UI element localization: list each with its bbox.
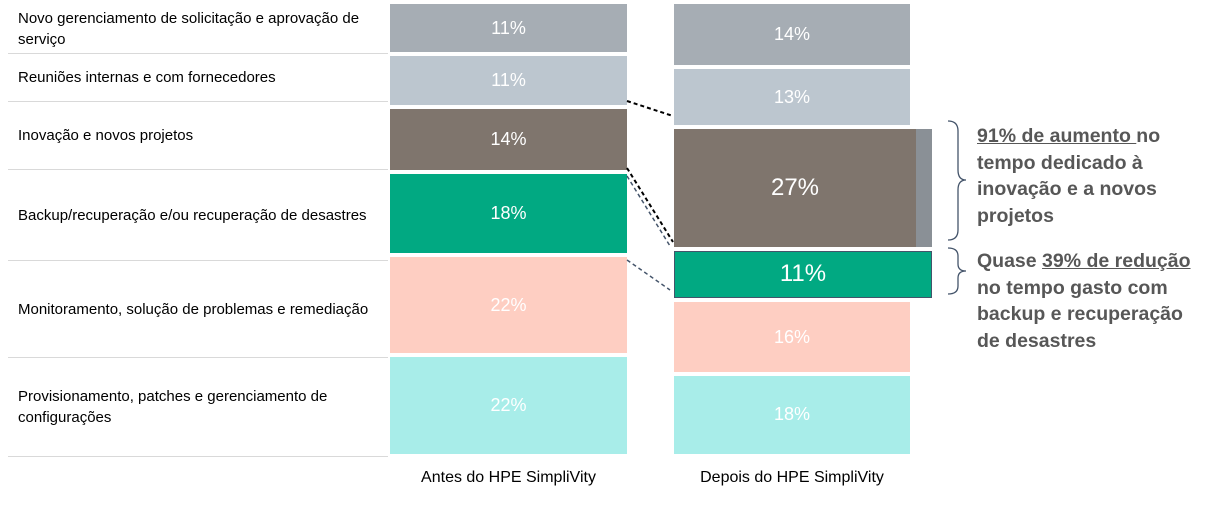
bar-segment: 11%	[674, 250, 932, 299]
row-divider	[8, 456, 388, 457]
annotation-text: no tempo dedicado à inovação e a novos p…	[977, 125, 1161, 227]
connector-line	[626, 100, 674, 117]
bar-segment: 14%	[390, 108, 627, 170]
bar-highlight-strip	[916, 129, 932, 247]
connector-line	[626, 259, 671, 291]
bracket	[947, 247, 967, 295]
connector-line	[626, 175, 671, 247]
bar-segment: 22%	[390, 256, 627, 354]
bar-segment: 13%	[674, 68, 910, 126]
bar-segment: 18%	[390, 173, 627, 253]
category-label: Backup/recuperação e/ou recuperação de d…	[18, 206, 367, 224]
bar-segment: 27%	[674, 129, 916, 247]
row-divider	[8, 101, 388, 102]
bracket	[947, 120, 967, 241]
annotation-highlight: 91% de aumento	[977, 125, 1137, 147]
row-divider	[8, 169, 388, 170]
bar-segment: 14%	[674, 4, 910, 65]
annotation-backup: Quase 39% de redução no tempo gasto com …	[977, 248, 1207, 354]
annotation-highlight: 39% de redução	[1042, 250, 1191, 272]
series-label-after: Depois do HPE SimpliVity	[700, 469, 884, 486]
row-divider	[8, 260, 388, 261]
category-label: Provisionamento, patches e gerenciamento…	[18, 388, 328, 426]
category-label: Reuniões internas e com fornecedores	[18, 69, 276, 86]
annotation-innovation: 91% de aumento no tempo dedicado à inova…	[977, 123, 1207, 229]
category-label: Novo gerenciamento de solicitação e apro…	[18, 10, 360, 48]
bar-segment: 11%	[390, 56, 627, 105]
row-divider	[8, 357, 388, 358]
row-divider	[8, 53, 388, 54]
bar-segment: 11%	[390, 4, 627, 53]
category-label: Inovação e novos projetos	[18, 127, 194, 144]
bar-segment: 22%	[390, 357, 627, 454]
bar-segment: 16%	[674, 302, 910, 372]
series-label-before: Antes do HPE SimpliVity	[421, 469, 596, 486]
bar-segment: 18%	[674, 375, 910, 454]
connector-line	[626, 167, 674, 243]
category-label: Monitoramento, solução de problemas e re…	[18, 300, 369, 318]
annotation-text: no tempo gasto com backup e recuperação …	[977, 276, 1183, 352]
annotation-text: Quase	[977, 250, 1043, 272]
